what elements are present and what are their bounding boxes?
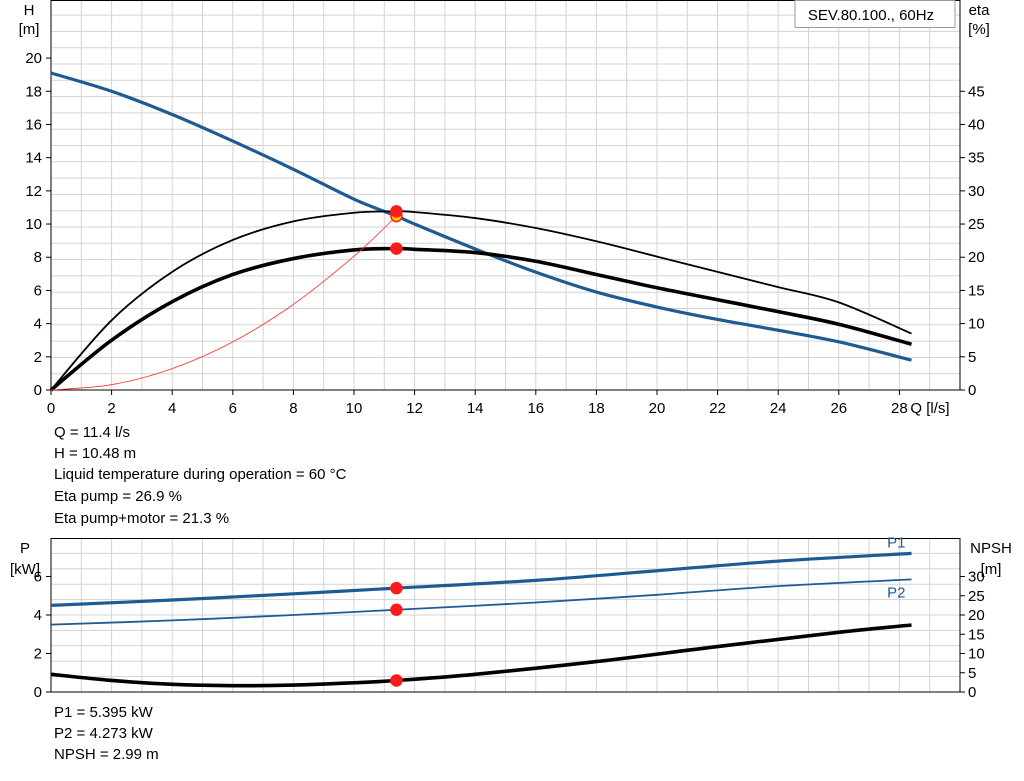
y-tick-label-right: 5 xyxy=(968,349,976,366)
x-tick-label: 26 xyxy=(830,400,847,417)
y-tick-label-left: 18 xyxy=(25,83,42,100)
y-tick-label-right: 45 xyxy=(968,83,985,100)
curve-p2 xyxy=(50,578,912,626)
chart-title: SEV.80.100., 60Hz xyxy=(808,7,934,24)
x-tick-label: 14 xyxy=(467,400,484,417)
info-npsh: NPSH = 2.99 m xyxy=(54,746,159,763)
y-tick-label-left: 2 xyxy=(34,349,42,366)
y-tick-label-left: 0 xyxy=(34,684,42,701)
y-axis-unit-left: [m] xyxy=(19,21,40,38)
curve-npsh xyxy=(50,623,912,688)
y-axis-unit-right: [m] xyxy=(981,561,1002,578)
info-h: H = 10.48 m xyxy=(54,445,137,462)
y-tick-label-right: 25 xyxy=(968,216,985,233)
info-p1: P1 = 5.395 kW xyxy=(54,704,153,721)
y-axis-title-right: eta xyxy=(969,2,991,19)
y-tick-label-right: 0 xyxy=(968,684,976,701)
y-tick-label-right: 25 xyxy=(968,588,985,605)
series-label-p1: P1 xyxy=(887,534,905,551)
y-tick-label-left: 20 xyxy=(25,50,42,67)
y-axis-title-right: NPSH xyxy=(970,540,1012,557)
x-tick-label: 8 xyxy=(289,400,297,417)
y-tick-label-left: 2 xyxy=(34,646,42,663)
y-tick-label-right: 15 xyxy=(968,282,985,299)
x-tick-label: 22 xyxy=(709,400,726,417)
y-tick-label-right: 0 xyxy=(968,382,976,399)
series-label-p2: P2 xyxy=(887,584,905,601)
y-tick-label-left: 6 xyxy=(34,569,42,586)
curve-system-curve xyxy=(50,215,397,391)
y-tick-label-left: 4 xyxy=(34,316,42,333)
x-tick-label: 0 xyxy=(47,400,55,417)
curve-eta-pump xyxy=(50,210,912,391)
y-tick-label-right: 40 xyxy=(968,116,985,133)
y-axis-title-left: P xyxy=(20,540,30,557)
x-axis-title: Q [l/s] xyxy=(910,400,949,417)
x-tick-label: 28 xyxy=(891,400,908,417)
y-tick-label-right: 10 xyxy=(968,316,985,333)
operating-point-op-eta-pump-motor xyxy=(390,242,403,255)
y-tick-label-right: 30 xyxy=(968,183,985,200)
curve-eta-pump-motor xyxy=(49,246,912,392)
info-eta-pump: Eta pump = 26.9 % xyxy=(54,488,182,505)
x-tick-label: 16 xyxy=(527,400,544,417)
y-tick-label-right: 20 xyxy=(968,607,985,624)
x-tick-label: 24 xyxy=(770,400,787,417)
operating-point-op-p1 xyxy=(390,581,403,595)
y-tick-label-right: 30 xyxy=(968,569,985,586)
y-axis-unit-right: [%] xyxy=(968,21,990,38)
info-liquid-temperature: Liquid temperature during operation = 60… xyxy=(54,466,347,483)
x-tick-label: 18 xyxy=(588,400,605,417)
curve-head xyxy=(50,71,912,362)
curve-p1 xyxy=(50,551,912,607)
x-tick-label: 20 xyxy=(649,400,666,417)
chart-title-box xyxy=(794,0,956,28)
y-tick-label-left: 10 xyxy=(25,216,42,233)
y-tick-label-right: 15 xyxy=(968,626,985,643)
x-tick-label: 6 xyxy=(229,400,237,417)
y-tick-label-right: 10 xyxy=(968,646,985,663)
y-tick-label-left: 14 xyxy=(25,150,42,167)
operating-point-op-p2 xyxy=(390,603,403,616)
operating-point-op-eta-pump xyxy=(390,205,403,218)
x-tick-label: 2 xyxy=(107,400,115,417)
info-p2: P2 = 4.273 kW xyxy=(54,725,153,742)
x-tick-label: 12 xyxy=(406,400,423,417)
y-tick-label-left: 6 xyxy=(34,282,42,299)
y-tick-label-right: 35 xyxy=(968,150,985,167)
info-eta-pump-motor: Eta pump+motor = 21.3 % xyxy=(54,510,230,527)
y-tick-label-left: 16 xyxy=(25,116,42,133)
y-axis-unit-left: [kW] xyxy=(10,561,40,578)
y-tick-label-left: 8 xyxy=(34,249,42,266)
y-tick-label-left: 4 xyxy=(34,607,42,624)
x-tick-label: 10 xyxy=(346,400,363,417)
y-tick-label-left: 0 xyxy=(34,382,42,399)
x-tick-label: 4 xyxy=(168,400,176,417)
info-q: Q = 11.4 l/s xyxy=(54,424,131,441)
y-axis-title-left: H xyxy=(24,2,35,19)
y-tick-label-right: 20 xyxy=(968,249,985,266)
y-tick-label-left: 12 xyxy=(25,183,42,200)
y-tick-label-right: 5 xyxy=(968,665,976,682)
operating-point-op-npsh xyxy=(390,674,403,687)
